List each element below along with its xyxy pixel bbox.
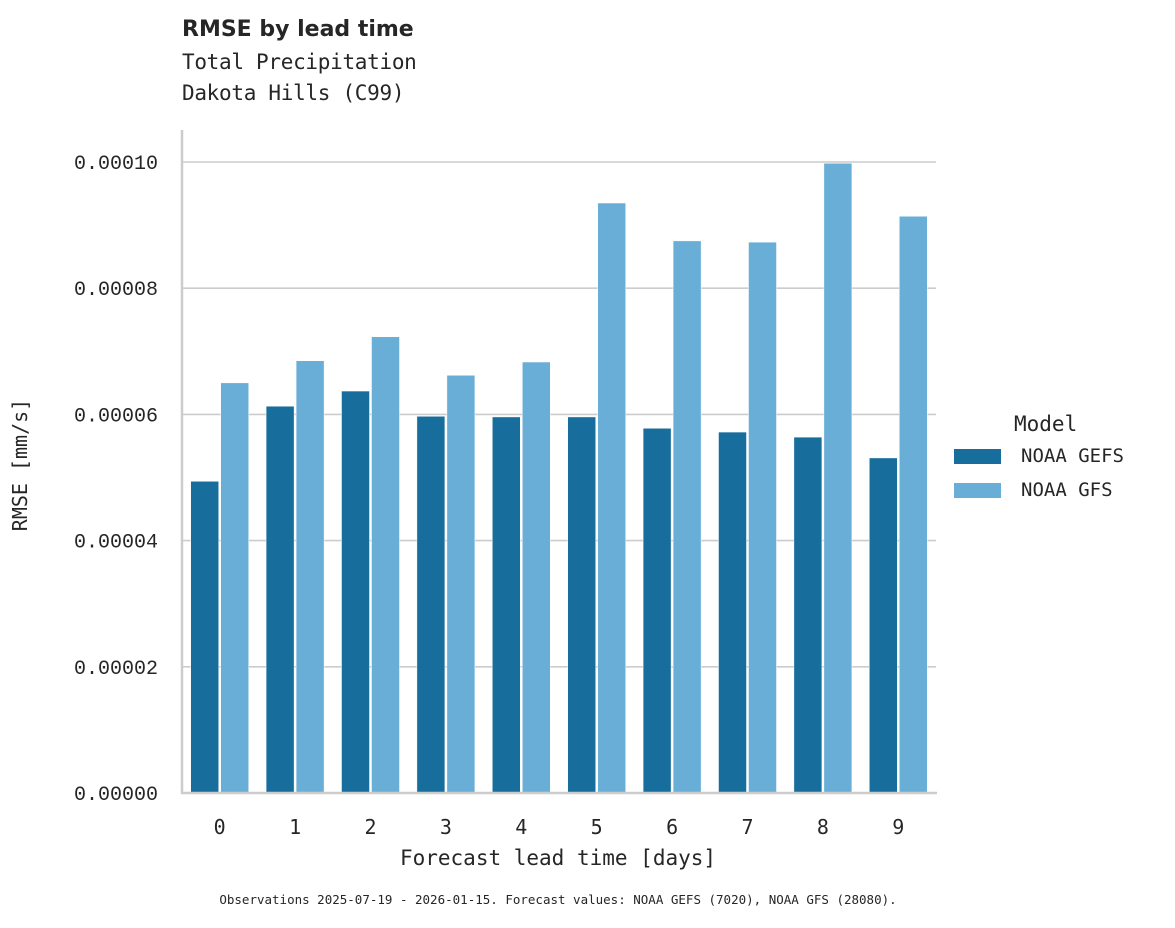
x-axis-label: Forecast lead time [days] xyxy=(399,846,717,870)
y-tick-label: 0.00000 xyxy=(74,784,158,807)
x-tick-label: 8 xyxy=(817,815,829,839)
bar-noaa-gefs-4 xyxy=(492,416,521,794)
y-tick-label: 0.00006 xyxy=(74,405,158,428)
bar-noaa-gfs-1 xyxy=(295,360,325,794)
bar-noaa-gefs-1 xyxy=(265,405,295,794)
chart-subtitle-variable: Total Precipitation xyxy=(182,50,417,74)
x-tick-label: 1 xyxy=(289,815,301,839)
y-tick-label: 0.00010 xyxy=(74,153,158,176)
bar-noaa-gfs-6 xyxy=(672,240,702,794)
x-tick-label: 3 xyxy=(440,815,452,839)
x-tick-label: 7 xyxy=(741,815,753,839)
bar-noaa-gfs-3 xyxy=(446,375,476,794)
bar-noaa-gfs-5 xyxy=(597,202,626,794)
y-tick-label: 0.00008 xyxy=(74,279,158,302)
chart-title: RMSE by lead time xyxy=(182,17,414,42)
legend-title: Model xyxy=(1014,412,1078,436)
legend: Model NOAA GEFS NOAA GFS xyxy=(954,412,1124,504)
legend-label: NOAA GFS xyxy=(1021,479,1113,501)
bar-noaa-gefs-3 xyxy=(416,416,446,794)
x-tick-label: 0 xyxy=(214,815,226,839)
bar-noaa-gefs-5 xyxy=(567,416,596,794)
bar-noaa-gfs-2 xyxy=(371,336,400,794)
x-tick-label: 5 xyxy=(591,815,603,839)
bar-noaa-gefs-7 xyxy=(718,431,747,794)
legend-swatch xyxy=(954,448,1001,464)
legend-label: NOAA GEFS xyxy=(1021,445,1124,467)
footer-note: Observations 2025-07-19 - 2026-01-15. Fo… xyxy=(219,892,897,907)
y-tick-label: 0.00004 xyxy=(74,532,158,555)
y-axis-label: RMSE [mm/s] xyxy=(8,398,32,532)
x-tick-label: 6 xyxy=(666,815,678,839)
legend-item-gefs: NOAA GEFS xyxy=(954,442,1124,470)
bar-noaa-gfs-4 xyxy=(522,361,551,794)
x-tick-label: 2 xyxy=(364,815,376,839)
x-tick-label: 9 xyxy=(892,815,904,839)
chart-subtitle-location: Dakota Hills (C99) xyxy=(182,81,405,105)
bar-noaa-gfs-0 xyxy=(220,382,249,794)
y-tick-label: 0.00002 xyxy=(74,658,158,681)
legend-item-gfs: NOAA GFS xyxy=(954,476,1124,504)
bar-noaa-gfs-7 xyxy=(748,241,777,794)
bar-noaa-gefs-0 xyxy=(190,481,219,794)
bar-noaa-gefs-6 xyxy=(642,428,672,794)
bar-noaa-gefs-9 xyxy=(869,457,898,794)
bar-noaa-gfs-8 xyxy=(823,163,853,794)
bar-noaa-gfs-9 xyxy=(899,216,928,794)
bar-noaa-gefs-8 xyxy=(793,436,823,794)
x-tick-label: 4 xyxy=(515,815,527,839)
bar-noaa-gefs-2 xyxy=(341,390,370,794)
legend-swatch xyxy=(954,482,1001,498)
